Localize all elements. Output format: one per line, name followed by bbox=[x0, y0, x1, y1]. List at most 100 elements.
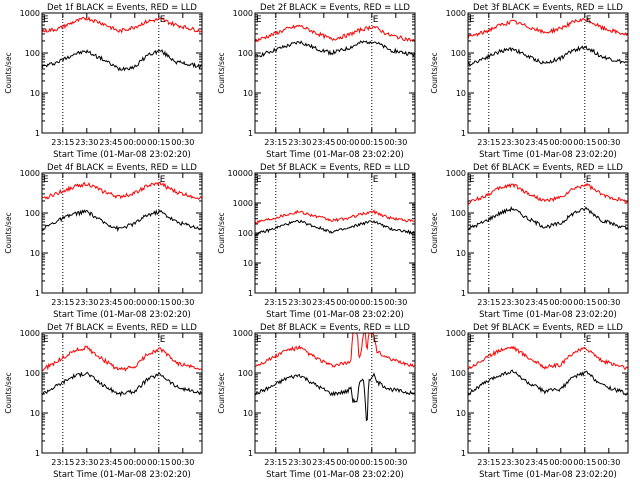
x-tick-label: 00:15 bbox=[573, 138, 596, 147]
y-tick-label: 100 bbox=[451, 369, 466, 378]
y-tick-label: 1000 bbox=[20, 9, 40, 18]
event-marker: E bbox=[373, 175, 379, 185]
panel-det-5: Det 5f BLACK = Events, RED = LLD Counts/s… bbox=[217, 163, 416, 320]
x-tick-label: 00:00 bbox=[336, 298, 359, 307]
x-tick-label: 23:15 bbox=[264, 138, 287, 147]
x-tick-label: 23:15 bbox=[477, 138, 500, 147]
y-tick-label: 1 bbox=[461, 449, 466, 458]
y-axis-label: Counts/sec bbox=[4, 372, 13, 413]
x-tick-label: 23:15 bbox=[51, 458, 74, 467]
x-axis-label: Start Time (01-Mar-08 23:02:20) bbox=[53, 150, 191, 160]
lld-series-line bbox=[467, 182, 628, 205]
event-marker: E bbox=[373, 15, 379, 25]
x-axis-label: Start Time (01-Mar-08 23:02:20) bbox=[479, 310, 617, 320]
x-tick-label: 00:30 bbox=[597, 298, 620, 307]
event-marker: E bbox=[43, 175, 49, 185]
y-axis-label: Counts/sec bbox=[217, 52, 226, 93]
y-tick-label: 100 bbox=[451, 209, 466, 218]
x-tick-label: 00:15 bbox=[147, 138, 170, 147]
lld-series-line bbox=[467, 345, 628, 370]
y-tick-label: 1 bbox=[248, 129, 253, 138]
x-tick-label: 00:00 bbox=[123, 138, 146, 147]
y-tick-label: 10 bbox=[243, 259, 253, 268]
event-marker: E bbox=[256, 335, 262, 345]
event-marker: E bbox=[160, 335, 166, 345]
panel-title: Det 7f BLACK = Events, RED = LLD bbox=[47, 323, 197, 333]
event-marker: E bbox=[373, 335, 379, 345]
x-tick-label: 23:15 bbox=[264, 298, 287, 307]
y-tick-label: 100 bbox=[238, 229, 253, 238]
events-series-line bbox=[41, 209, 202, 233]
y-tick-label: 1 bbox=[461, 289, 466, 298]
y-tick-label: 10 bbox=[243, 409, 253, 418]
panel-title: Det 9f BLACK = Events, RED = LLD bbox=[473, 323, 623, 333]
panel-title: Det 8f BLACK = Events, RED = LLD bbox=[260, 323, 410, 333]
events-series-line bbox=[254, 219, 415, 236]
x-tick-label: 23:30 bbox=[501, 138, 524, 147]
x-tick-label: 00:30 bbox=[171, 138, 194, 147]
x-tick-label: 23:45 bbox=[312, 138, 335, 147]
x-tick-label: 23:15 bbox=[477, 298, 500, 307]
y-tick-label: 10 bbox=[456, 409, 466, 418]
x-tick-label: 00:15 bbox=[360, 138, 383, 147]
panel-title: Det 4f BLACK = Events, RED = LLD bbox=[47, 163, 197, 173]
events-series-line bbox=[41, 371, 202, 398]
plot-frame bbox=[254, 332, 416, 454]
event-marker: E bbox=[256, 15, 262, 25]
y-tick-label: 1 bbox=[461, 129, 466, 138]
x-tick-label: 23:30 bbox=[288, 138, 311, 147]
y-tick-label: 10 bbox=[30, 89, 40, 98]
event-marker: E bbox=[469, 15, 475, 25]
x-tick-label: 23:30 bbox=[288, 458, 311, 467]
events-series-line bbox=[254, 372, 415, 422]
y-axis-label: Counts/sec bbox=[217, 372, 226, 413]
x-tick-label: 23:15 bbox=[264, 458, 287, 467]
panel-det-4: Det 4f BLACK = Events, RED = LLD Counts/s… bbox=[4, 163, 203, 320]
event-marker: E bbox=[256, 175, 262, 185]
y-tick-label: 1000 bbox=[20, 329, 40, 338]
y-tick-label: 1 bbox=[248, 449, 253, 458]
x-tick-label: 00:15 bbox=[147, 298, 170, 307]
x-axis-label: Start Time (01-Mar-08 23:02:20) bbox=[266, 310, 404, 320]
lld-series-line bbox=[254, 332, 415, 368]
y-tick-label: 1000 bbox=[233, 329, 253, 338]
events-series-line bbox=[467, 45, 628, 68]
y-tick-label: 10 bbox=[456, 249, 466, 258]
x-tick-label: 23:30 bbox=[501, 458, 524, 467]
x-tick-label: 23:45 bbox=[525, 138, 548, 147]
x-tick-label: 00:30 bbox=[597, 458, 620, 467]
y-tick-label: 10 bbox=[456, 89, 466, 98]
plot-frame bbox=[467, 12, 629, 134]
panel-title: Det 5f BLACK = Events, RED = LLD bbox=[260, 163, 410, 173]
events-series-line bbox=[41, 49, 202, 72]
panel-det-6: Det 6f BLACK = Events, RED = LLD Counts/s… bbox=[430, 163, 629, 320]
x-tick-label: 00:15 bbox=[360, 458, 383, 467]
x-tick-label: 00:30 bbox=[597, 138, 620, 147]
plot-frame bbox=[467, 172, 629, 294]
event-marker: E bbox=[469, 175, 475, 185]
panel-det-2: Det 2f BLACK = Events, RED = LLD Counts/s… bbox=[217, 3, 416, 160]
y-axis-label: Counts/sec bbox=[430, 212, 439, 253]
x-tick-label: 23:45 bbox=[312, 298, 335, 307]
panel-title: Det 1f BLACK = Events, RED = LLD bbox=[47, 3, 197, 13]
y-tick-label: 1 bbox=[35, 129, 40, 138]
event-marker: E bbox=[586, 175, 592, 185]
y-tick-label: 1000 bbox=[233, 9, 253, 18]
x-tick-label: 23:15 bbox=[477, 458, 500, 467]
x-tick-label: 23:30 bbox=[75, 298, 98, 307]
panel-title: Det 3f BLACK = Events, RED = LLD bbox=[473, 3, 623, 13]
x-axis-label: Start Time (01-Mar-08 23:02:20) bbox=[53, 470, 191, 480]
lld-series-line bbox=[254, 24, 415, 43]
x-tick-label: 23:45 bbox=[525, 458, 548, 467]
x-tick-label: 00:15 bbox=[147, 458, 170, 467]
x-axis-label: Start Time (01-Mar-08 23:02:20) bbox=[53, 310, 191, 320]
x-axis-label: Start Time (01-Mar-08 23:02:20) bbox=[266, 470, 404, 480]
x-tick-label: 23:30 bbox=[288, 298, 311, 307]
event-marker: E bbox=[43, 335, 49, 345]
y-tick-label: 100 bbox=[25, 49, 40, 58]
plot-frame bbox=[41, 332, 203, 454]
y-tick-label: 1000 bbox=[20, 169, 40, 178]
panel-det-8: Det 8f BLACK = Events, RED = LLD Counts/s… bbox=[217, 323, 416, 480]
events-series-line bbox=[255, 40, 415, 58]
